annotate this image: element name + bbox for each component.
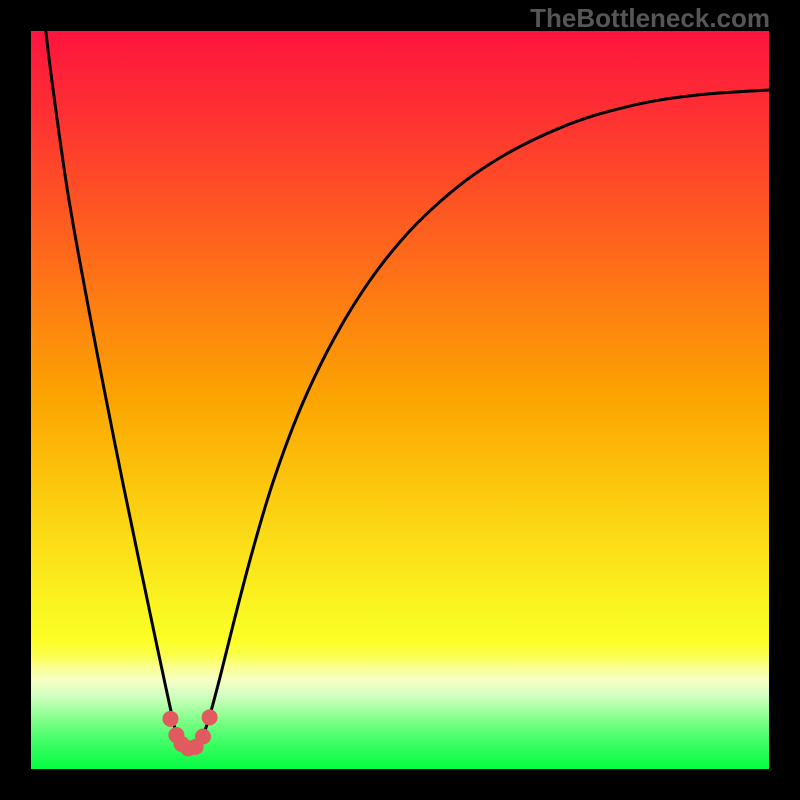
chart-svg (31, 31, 769, 769)
chart-outer-frame (0, 0, 800, 800)
watermark-text: TheBottleneck.com (530, 3, 770, 34)
bottleneck-curve (46, 31, 769, 748)
dip-marker (195, 729, 211, 745)
dip-marker (162, 711, 178, 727)
dip-marker (202, 709, 218, 725)
chart-plot-area (31, 31, 769, 769)
